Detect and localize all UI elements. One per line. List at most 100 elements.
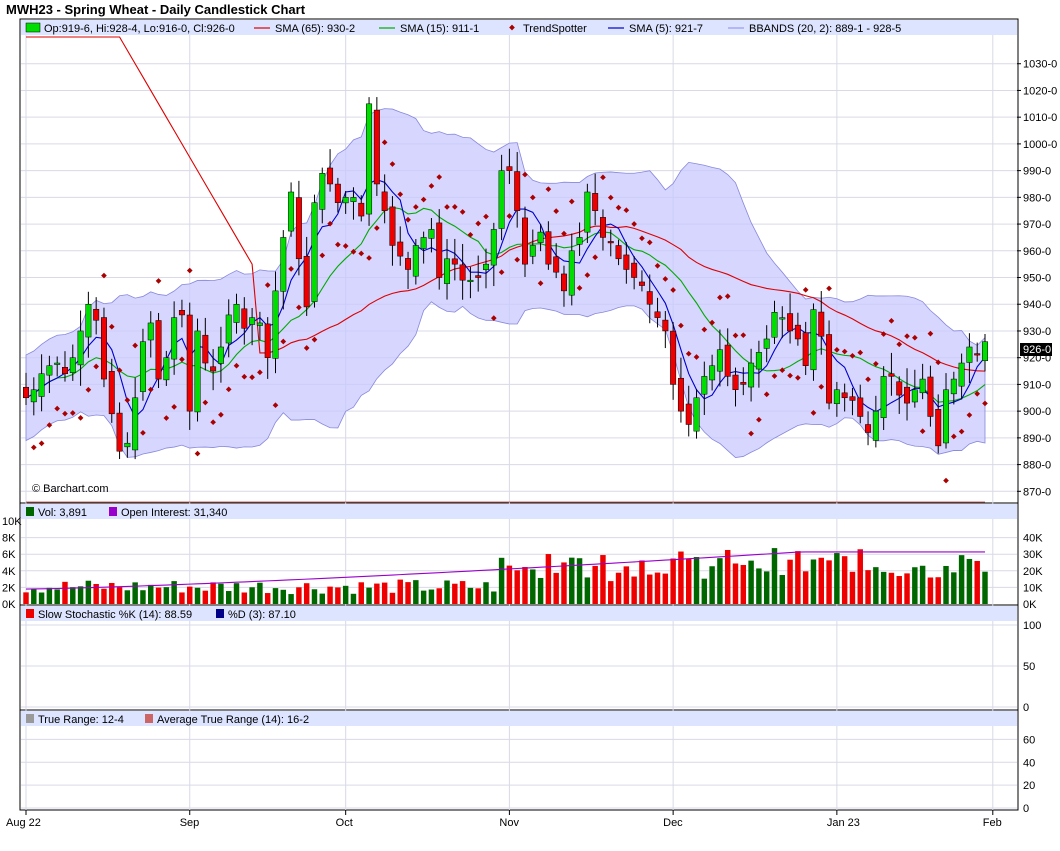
volume-bar [647, 574, 653, 604]
candle-body [381, 191, 388, 211]
volume-bar [608, 581, 614, 604]
candle-body [982, 341, 988, 361]
trendspotter-marker [522, 171, 528, 178]
candle-body [701, 376, 708, 395]
trendspotter-marker [389, 161, 396, 167]
candle-body [943, 389, 949, 444]
candle-body [958, 362, 965, 387]
volume-bar [420, 590, 427, 604]
candle-body [865, 424, 872, 433]
volume-tick-label: 4K [2, 566, 16, 578]
trendspotter-marker [358, 250, 365, 257]
trendspotter-marker [576, 285, 583, 291]
candle-body [264, 323, 271, 358]
legend-sma15: SMA (15): 911-1 [400, 23, 479, 35]
candle-body [62, 367, 68, 374]
volume-bar [678, 551, 684, 604]
trendspotter-marker [319, 252, 326, 259]
trendspotter-marker [514, 256, 521, 263]
month-label: Oct [336, 817, 353, 829]
volume-bar [413, 580, 419, 604]
candle-body [646, 291, 653, 305]
candle-body [911, 389, 918, 403]
volume-bar [709, 566, 715, 604]
volume-tick-label: 8K [2, 533, 16, 545]
volume-bar [381, 582, 388, 604]
trendspotter-marker [701, 326, 708, 333]
month-label: Sep [180, 817, 200, 829]
legend-sma65: SMA (65): 930-2 [275, 23, 355, 35]
tr-tick-label: 40 [1023, 757, 1035, 769]
trendspotter-marker [303, 345, 310, 351]
candle-body [475, 275, 482, 278]
trendspotter-marker [717, 294, 723, 301]
volume-bar [342, 585, 349, 604]
volume-bar [288, 594, 294, 604]
candle-body [522, 217, 528, 265]
month-label: Feb [983, 817, 1002, 829]
trendspotter-marker [335, 241, 341, 248]
volume-bar [171, 581, 177, 604]
candle-body [249, 317, 256, 325]
trendspotter-marker [124, 397, 131, 403]
tr-swatch [26, 714, 34, 723]
candle-body [428, 229, 435, 239]
volume-bar [38, 592, 45, 604]
trendspotter-marker [818, 383, 825, 390]
stoch-k-swatch [26, 609, 34, 618]
candle-body [794, 324, 801, 340]
candle-body [132, 397, 139, 451]
volume-bar [771, 548, 778, 604]
candle-body [327, 167, 334, 185]
volume-bar [717, 558, 723, 604]
volume-tick-label: 2K [2, 582, 16, 594]
volume-bar [23, 592, 29, 604]
trendspotter-marker [186, 267, 193, 274]
candle-body [436, 222, 443, 278]
volume-bar [763, 571, 770, 604]
candle-body [709, 365, 716, 381]
price-tick-label: 1000-0 [1023, 139, 1057, 151]
candle-body [732, 374, 739, 391]
trendspotter-marker [327, 220, 333, 227]
candles [23, 97, 988, 460]
volume-bar [584, 577, 591, 604]
volume-bar [935, 577, 941, 604]
trendspotter-marker [296, 304, 302, 311]
candle-body [217, 346, 224, 364]
volume-bar [194, 587, 201, 604]
volume-bar [210, 582, 216, 604]
trendspotter-marker [802, 286, 809, 293]
candle-body [826, 334, 833, 404]
trendspotter-marker [678, 322, 684, 329]
candle-body [919, 378, 926, 394]
volume-bar [70, 587, 76, 604]
candle-body [241, 308, 248, 329]
volume-tick-label: 10K [2, 516, 22, 528]
volume-bar [506, 565, 513, 604]
volume-bar [919, 565, 926, 604]
volume-bar [483, 582, 489, 604]
volume-bar [202, 590, 209, 604]
volume-bar [280, 589, 287, 604]
trendspotter-marker [194, 450, 201, 457]
volume-bar [218, 583, 224, 604]
trendspotter-marker [912, 334, 918, 341]
trendspotter-marker [834, 347, 840, 353]
trendspotter-marker [748, 430, 754, 437]
trendspotter-marker [927, 330, 934, 337]
volume-bar [802, 571, 809, 604]
sma65-line [26, 36, 986, 372]
candle-body [124, 442, 131, 448]
trendspotter-marker [615, 204, 622, 211]
volume-bar [958, 555, 965, 604]
candle-body [584, 191, 591, 233]
trendspotter-marker [77, 415, 84, 421]
candle-body [592, 193, 599, 211]
volume-bar [311, 589, 318, 604]
candle-body [483, 263, 489, 270]
candle-body [412, 245, 419, 277]
volume-bar [685, 558, 692, 604]
volume-bar [62, 581, 68, 604]
